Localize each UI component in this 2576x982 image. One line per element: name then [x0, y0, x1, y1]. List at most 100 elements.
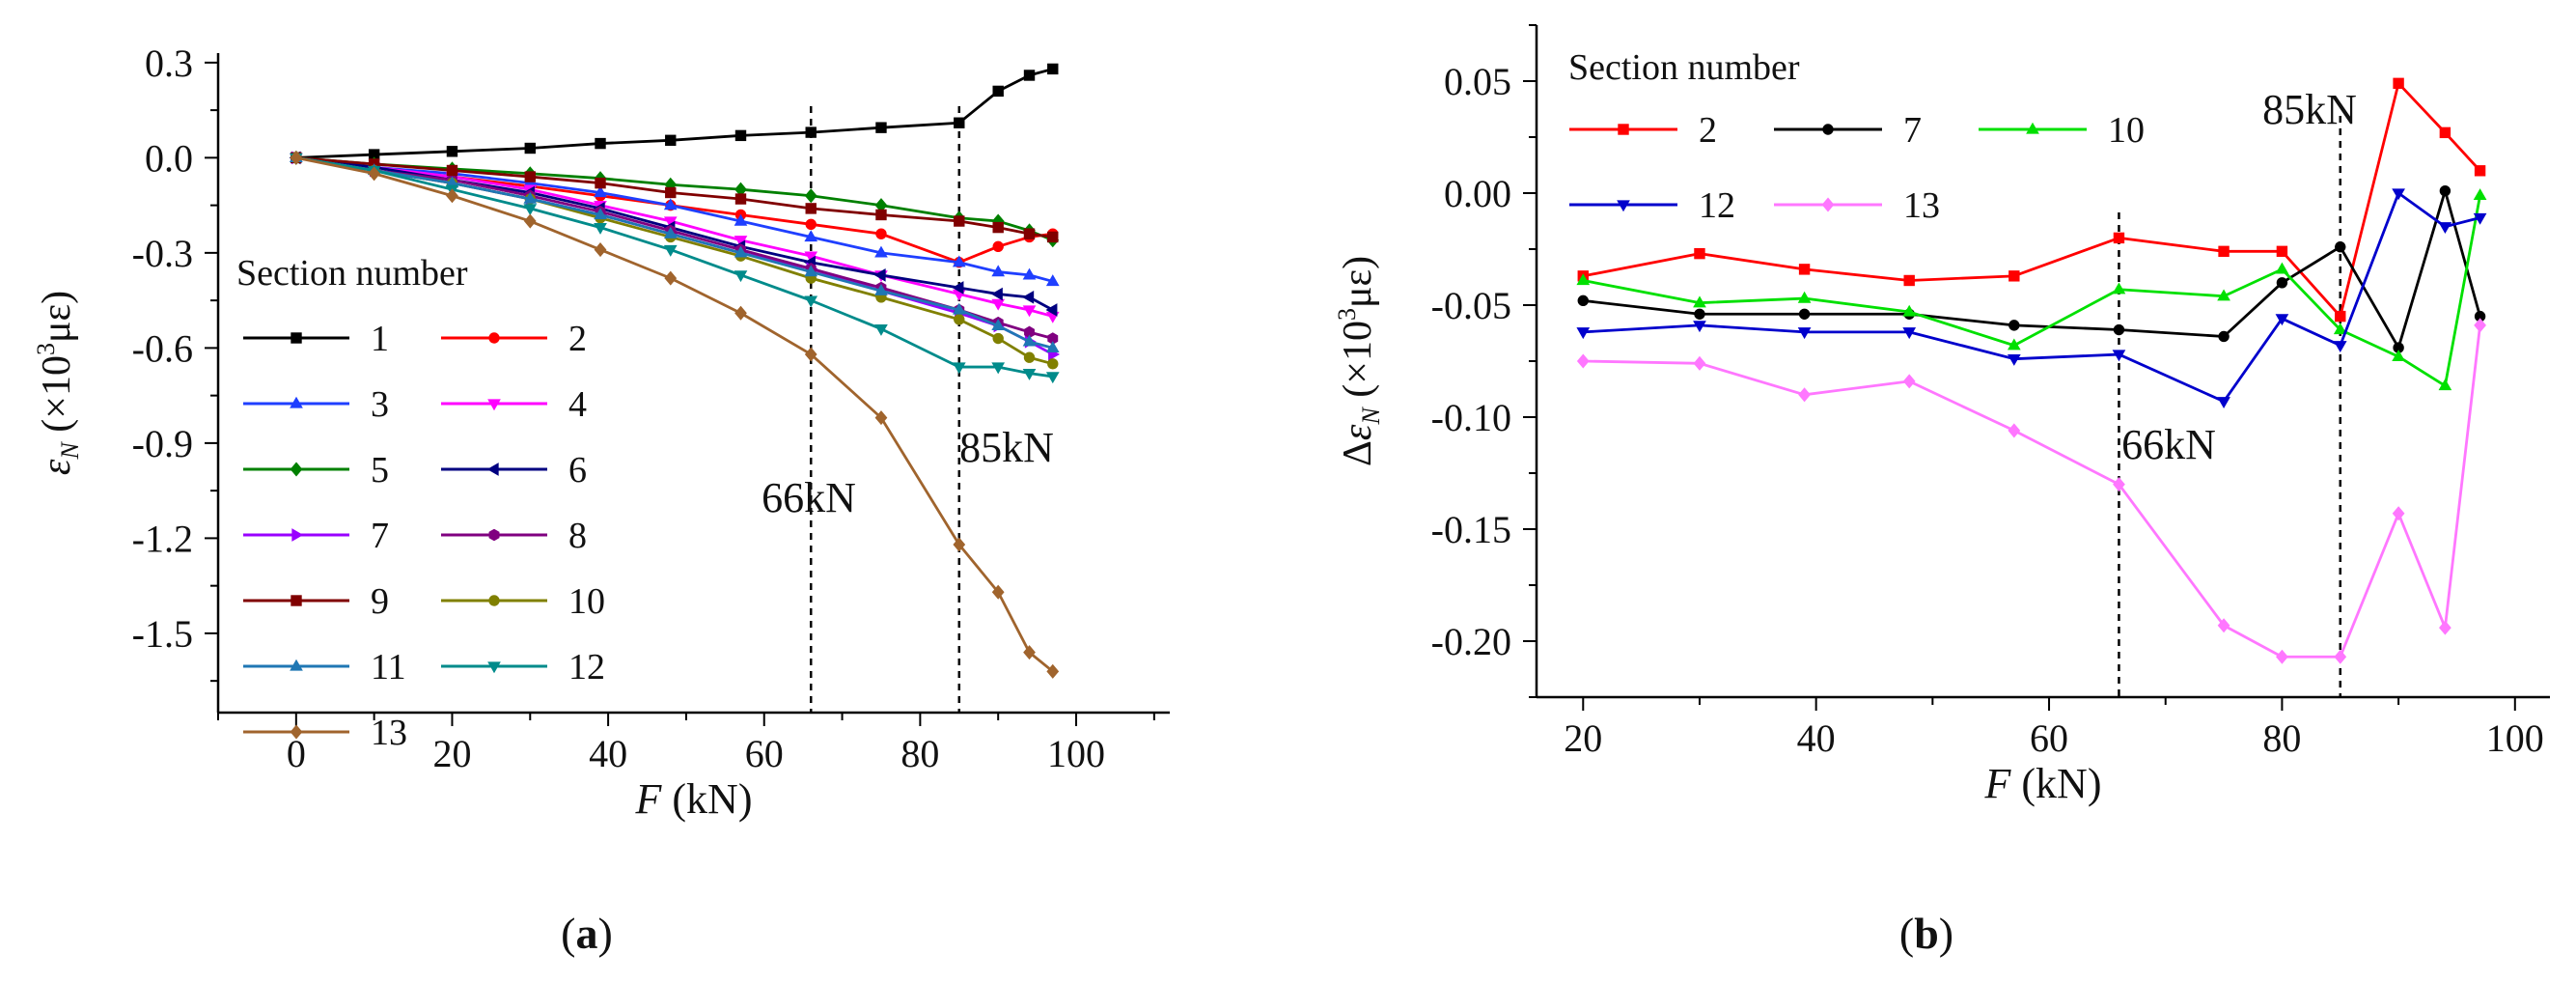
- legend-label: 2: [568, 319, 587, 359]
- legend-marker: [291, 528, 304, 542]
- data-point-4: [1022, 305, 1037, 318]
- data-point-6: [1045, 303, 1058, 317]
- data-point-13: [734, 305, 747, 321]
- legend-entry-10: 10: [441, 581, 605, 622]
- data-point-1: [595, 137, 606, 150]
- data-point-7: [2335, 240, 2346, 253]
- legend-marker: [2026, 122, 2039, 134]
- data-point-1: [1023, 70, 1036, 81]
- series-line-7: [1583, 189, 2481, 350]
- data-point-9: [665, 186, 677, 199]
- data-point-7: [2439, 184, 2451, 197]
- legend-marker: [487, 661, 501, 674]
- data-point-3: [874, 245, 888, 258]
- legend-entry-10: 10: [1979, 110, 2145, 151]
- data-point-12: [2392, 188, 2405, 201]
- x-axis-var: F: [1984, 760, 2012, 807]
- legend-label: 9: [371, 581, 389, 622]
- data-point-3: [734, 213, 748, 226]
- data-point-13: [2113, 477, 2125, 492]
- series-line-12: [1583, 191, 2480, 404]
- annotation-85kN: 85kN: [2262, 86, 2357, 133]
- data-point-12: [991, 362, 1006, 375]
- data-point-1: [875, 122, 887, 133]
- data-point-2: [1694, 247, 1705, 260]
- legend-label: 1: [371, 319, 389, 359]
- legend-marker: [290, 396, 303, 408]
- data-point-13: [2276, 649, 2288, 664]
- x-tick-label: 60: [2030, 716, 2068, 760]
- data-point-13: [1798, 387, 1811, 403]
- data-point-11: [523, 191, 538, 204]
- data-point-9: [734, 193, 747, 205]
- data-point-9: [954, 215, 965, 227]
- y-tick-label: -0.20: [1431, 620, 1511, 663]
- y-axis-unit: (×10: [35, 355, 79, 442]
- data-point-3: [804, 230, 818, 242]
- panel-b: 20 40 60 80 100 0.05 0.00 -0.05 -0.10 -0.15 -0.20 F…: [1333, 24, 2550, 958]
- series-2: [1577, 77, 2486, 323]
- x-tick-label: 0: [287, 732, 306, 775]
- y-axis-exponent: 3: [32, 343, 60, 355]
- data-point-1: [524, 142, 536, 154]
- data-point-13: [953, 537, 966, 552]
- data-point-10: [1693, 295, 1706, 308]
- y-tick-label: -1.2: [132, 517, 193, 560]
- data-point-9: [992, 221, 1004, 234]
- data-point-12: [2007, 354, 2021, 366]
- y-tick-label: 0.0: [145, 136, 193, 180]
- legend-marker: [291, 332, 302, 344]
- panel-label-letter: a: [576, 909, 598, 958]
- legend-entry-7: 7: [243, 516, 389, 556]
- data-point-12: [2333, 341, 2347, 353]
- data-point-7: [2218, 330, 2230, 343]
- legend-entry-7: 7: [1774, 110, 1922, 151]
- series-12: [1576, 188, 2487, 409]
- data-point-12: [2473, 212, 2487, 225]
- data-point-12: [1576, 327, 1591, 340]
- y-axis-subscript: N: [1357, 407, 1385, 426]
- y-tick-label: 0.05: [1444, 60, 1511, 103]
- data-point-5: [804, 188, 817, 204]
- data-point-13: [1576, 353, 1590, 369]
- y-tick-label: 0.00: [1444, 172, 1511, 215]
- legend-label: 13: [371, 713, 407, 753]
- legend-entry-13: 13: [1774, 185, 1940, 226]
- data-point-10: [2007, 338, 2021, 351]
- data-point-12: [2217, 397, 2230, 409]
- data-point-3: [991, 265, 1006, 277]
- data-point-13: [2392, 506, 2405, 521]
- data-point-6: [1022, 290, 1035, 304]
- x-tick-label: 100: [2486, 716, 2544, 760]
- legend-label: 13: [1903, 185, 1940, 226]
- data-point-11: [594, 208, 607, 220]
- data-point-13: [991, 584, 1005, 600]
- legend-marker: [1618, 124, 1629, 135]
- legend-label: 7: [371, 516, 389, 556]
- data-point-7: [2113, 323, 2125, 336]
- data-point-12: [1045, 372, 1060, 384]
- data-point-13: [1023, 645, 1036, 660]
- series-line-13: [1583, 324, 2481, 659]
- legend-label: 4: [568, 384, 587, 425]
- series-line-10: [1583, 195, 2481, 387]
- panel-label: (b): [1899, 909, 1953, 958]
- data-point-13: [446, 188, 458, 204]
- series-10: [1576, 188, 2487, 391]
- data-point-1: [1047, 63, 1059, 75]
- legend-marker: [488, 332, 500, 344]
- data-point-9: [1047, 231, 1059, 243]
- legend-label: 12: [1699, 185, 1735, 226]
- data-point-2: [2113, 232, 2125, 244]
- data-point-10: [2473, 188, 2487, 200]
- data-point-10: [1576, 273, 1591, 286]
- data-point-1: [805, 126, 817, 138]
- data-point-9: [446, 164, 458, 177]
- legend-entry-4: 4: [441, 384, 587, 425]
- data-point-1: [734, 129, 747, 142]
- data-point-10: [2392, 350, 2405, 362]
- legend-marker: [487, 399, 501, 411]
- y-tick-label: -0.05: [1431, 284, 1511, 327]
- data-point-7: [2008, 320, 2020, 331]
